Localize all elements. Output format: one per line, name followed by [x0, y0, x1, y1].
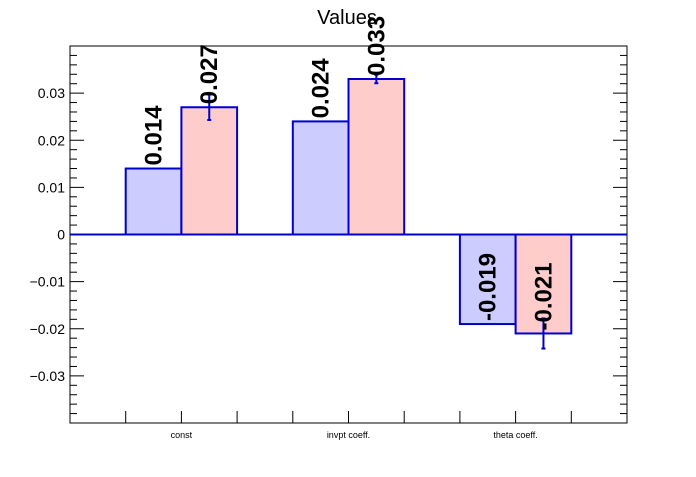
bar-s2-invpt-coeff-: [347, 77, 406, 236]
y-tick-label-2: 0.01: [38, 179, 65, 195]
data-label: 0.014: [141, 105, 168, 166]
y-tick-label-1: 0.02: [38, 132, 65, 148]
x-category-label-2: theta coeff.: [493, 430, 537, 440]
bar-s1-theta-coeff-: [458, 233, 517, 326]
y-tick-label-6: −0.03: [30, 368, 66, 384]
bar-s2-const: [180, 106, 239, 236]
bar-s1-invpt-coeff-: [291, 120, 350, 236]
x-category-label-0: const: [171, 430, 193, 440]
data-label: 0.027: [196, 44, 223, 104]
chart-title: Values: [317, 7, 377, 29]
x-category-label-1: invpt coeff.: [327, 430, 370, 440]
y-tick-label-4: −0.01: [30, 274, 66, 290]
data-label: -0.019: [475, 253, 502, 321]
y-tick-label-3: 0: [57, 227, 65, 243]
data-label: 0.024: [308, 58, 335, 119]
data-label: 0.033: [363, 16, 390, 76]
y-tick-label-0: 0.03: [38, 85, 65, 101]
plot-area: 0.03 0.02 0.01 0 −0.01 −0.02 −0.03 0.014 0.024 -0…: [30, 16, 628, 440]
y-tick-label-5: −0.02: [30, 321, 66, 337]
bar-s1-const: [124, 167, 183, 236]
data-label: -0.021: [530, 262, 557, 330]
